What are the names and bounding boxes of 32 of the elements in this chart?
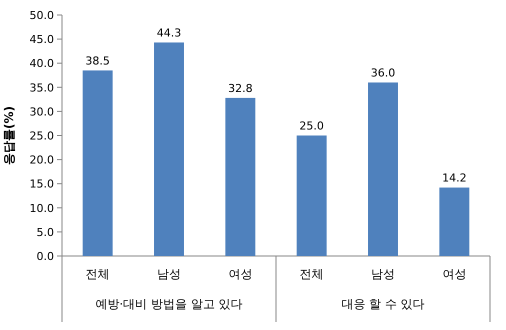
data-label: 32.8	[228, 82, 253, 95]
y-tick-label: 20.0	[30, 154, 54, 167]
data-label: 25.0	[299, 120, 324, 132]
y-tick-label: 30.0	[30, 105, 54, 118]
y-tick-label: 15.0	[30, 178, 54, 191]
y-tick-label: 35.0	[30, 81, 54, 94]
y-tick-label: 10.0	[30, 202, 54, 215]
y-tick-label: 50.0	[30, 9, 54, 22]
bar	[439, 188, 470, 256]
data-label: 44.3	[156, 26, 182, 40]
y-tick-label: 45.0	[30, 33, 54, 46]
bar	[225, 98, 256, 256]
bar	[82, 70, 113, 256]
x-tick-label: 여성	[442, 267, 466, 281]
data-label: 14.2	[442, 172, 467, 185]
x-tick-label: 전체	[300, 267, 324, 281]
data-label: 38.5	[85, 54, 110, 68]
y-axis-title: 응답률(%)	[2, 106, 16, 165]
x-tick-label: 남성	[371, 267, 395, 281]
y-tick-label: 0.0	[36, 250, 54, 263]
y-tick-label: 25.0	[30, 130, 54, 142]
text: 예방·대비 방법을 알고 있다	[95, 297, 243, 311]
bar	[296, 136, 327, 256]
x-tick-label: 여성	[228, 267, 252, 281]
bar	[154, 42, 184, 256]
x-tick-label: 전체	[86, 267, 110, 281]
bar	[368, 82, 398, 256]
text: 대응 할 수 있다	[341, 297, 425, 311]
x-tick-label: 남성	[157, 267, 181, 281]
data-label: 36.0	[370, 66, 396, 80]
y-tick-label: 40.0	[30, 57, 54, 70]
y-tick-label: 5.0	[36, 226, 54, 239]
